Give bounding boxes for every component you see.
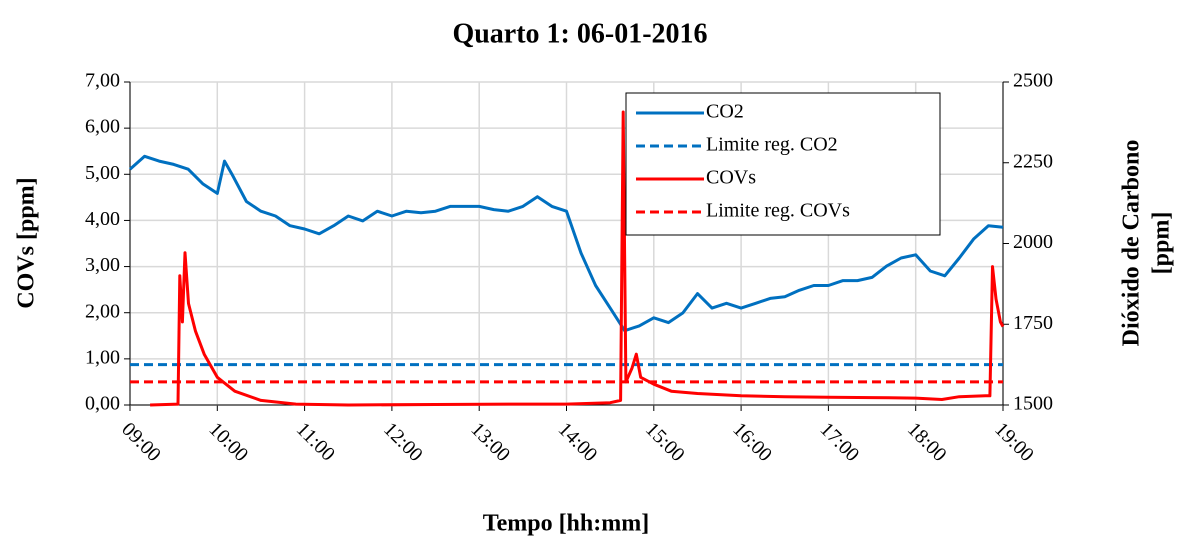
series-line xyxy=(129,154,1004,333)
y-tick-label: 4,00 xyxy=(85,208,120,230)
x-tick-label: 12:00 xyxy=(379,418,427,466)
x-tick-label: 15:00 xyxy=(641,418,689,466)
chart-title: Quarto 1: 06-01-2016 xyxy=(452,18,707,49)
x-tick-label: 19:00 xyxy=(990,418,1038,466)
y-axis-label: COVs [ppm] xyxy=(14,177,40,308)
legend-label: Limite reg. CO2 xyxy=(706,134,838,156)
y2-tick-label: 2250 xyxy=(1013,150,1053,172)
x-tick-label: 10:00 xyxy=(205,418,253,466)
x-tick-label: 13:00 xyxy=(466,418,514,466)
y-tick-label: 7,00 xyxy=(85,70,120,92)
y2-axis-label: [ppm] xyxy=(1149,212,1175,275)
y2-axis-label: Dióxido de Carbono xyxy=(1119,140,1145,347)
x-tick-label: 17:00 xyxy=(816,418,864,466)
y-tick-label: 5,00 xyxy=(85,162,120,184)
y2-tick-label: 1500 xyxy=(1013,393,1053,415)
x-tick-label: 09:00 xyxy=(117,418,165,466)
legend-label: COVs xyxy=(706,167,756,189)
y2-tick-label: 1750 xyxy=(1013,312,1053,334)
legend-label: Limite reg. COVs xyxy=(706,200,850,222)
legend-label: CO2 xyxy=(706,101,744,123)
y-tick-label: 2,00 xyxy=(85,300,120,322)
x-tick-label: 11:00 xyxy=(292,418,339,465)
y-tick-label: 3,00 xyxy=(85,254,120,276)
y-tick-label: 6,00 xyxy=(85,116,120,138)
x-tick-label: 14:00 xyxy=(554,418,602,466)
y-tick-label: 1,00 xyxy=(85,346,120,368)
y2-tick-label: 2500 xyxy=(1013,70,1053,92)
x-axis-label: Tempo [hh:mm] xyxy=(483,511,649,537)
y-tick-label: 0,00 xyxy=(85,393,120,415)
x-tick-label: 16:00 xyxy=(728,418,776,466)
y2-tick-label: 2000 xyxy=(1013,231,1053,253)
x-tick-label: 18:00 xyxy=(903,418,951,466)
